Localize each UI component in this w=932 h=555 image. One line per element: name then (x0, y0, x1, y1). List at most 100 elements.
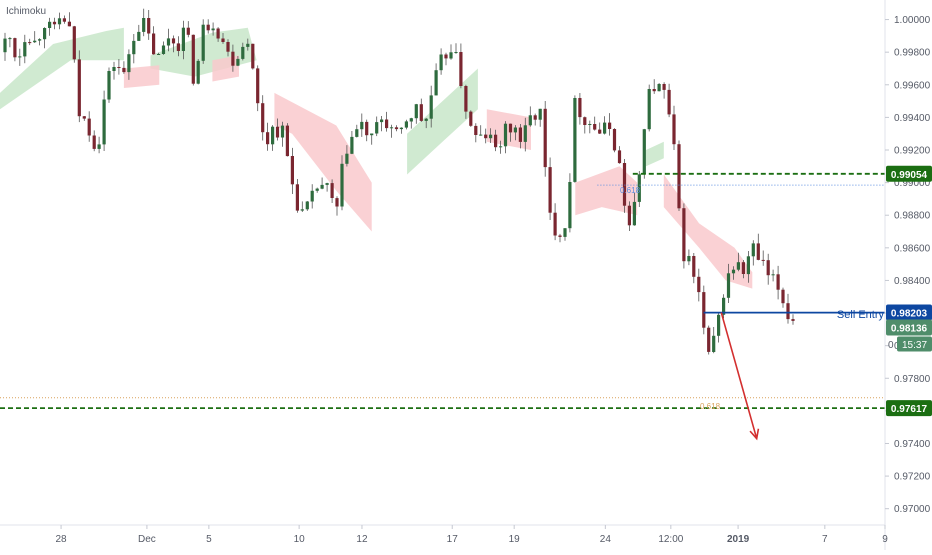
candle-body-19 (97, 144, 101, 149)
candle-body-120 (598, 129, 602, 134)
candle-body-41 (206, 24, 210, 31)
candle-body-126 (627, 205, 631, 226)
candle-body-27 (137, 31, 141, 41)
candle-body-106 (528, 115, 532, 126)
candle-body-44 (221, 38, 225, 42)
candle-body-141 (702, 292, 706, 328)
candle-body-91 (454, 52, 458, 53)
candle-body-3 (18, 56, 22, 58)
indicator-label[interactable]: Ichimoku (6, 6, 46, 17)
candle-body-104 (518, 127, 522, 142)
candle-body-129 (642, 129, 646, 175)
candle-body-116 (578, 98, 582, 118)
candle-body-62 (310, 190, 314, 202)
candle-body-138 (687, 256, 691, 262)
candle-body-111 (553, 212, 557, 236)
sell-price-tag: 0.98203 (891, 309, 928, 320)
time-tick-label-4: 12 (356, 534, 368, 545)
candle-body-53 (266, 132, 270, 145)
candle-body-15 (77, 59, 81, 117)
candle-body-85 (424, 118, 428, 121)
candle-body-90 (449, 52, 453, 59)
price-tick-label-4: 0.99200 (894, 146, 931, 157)
time-tick-label-0: 28 (56, 534, 68, 545)
candle-body-16 (82, 116, 86, 119)
candle-body-110 (548, 167, 552, 213)
candle-body-0 (3, 38, 7, 53)
candle-body-92 (459, 52, 463, 86)
candle-body-101 (503, 123, 508, 147)
candle-body-119 (593, 124, 597, 130)
candle-body-64 (320, 184, 324, 189)
time-tick-label-11: 9 (882, 534, 888, 545)
candle-body-57 (285, 125, 289, 157)
candle-body-51 (256, 68, 260, 104)
price-tick-label-11: 0.97800 (894, 374, 931, 385)
candle-body-108 (538, 108, 542, 120)
candle-body-8 (43, 28, 47, 40)
candle-body-5 (28, 42, 32, 44)
cloud-bull-0 (0, 27, 124, 110)
candle-body-37 (186, 27, 190, 35)
candle-body-148 (736, 262, 740, 270)
candle-body-43 (216, 28, 220, 39)
candle-body-154 (766, 260, 770, 276)
time-axis[interactable]: 28 Dec 5 10 12 17 19 24 12:00 2019 7 9 (56, 525, 889, 545)
horizontal-levels (0, 172, 885, 410)
time-tick-label-10: 7 (822, 534, 828, 545)
candle-body-100 (499, 146, 503, 148)
candle-body-33 (166, 38, 171, 46)
candle-body-66 (330, 183, 334, 198)
price-tick-label-2: 0.99600 (894, 80, 931, 91)
candle-body-21 (107, 71, 111, 100)
candle-body-23 (117, 67, 121, 68)
candle-body-48 (241, 46, 245, 59)
candle-body-73 (365, 121, 369, 136)
candle-body-45 (226, 42, 230, 52)
candle-body-105 (523, 125, 527, 142)
candle-body-70 (350, 136, 354, 154)
candle-body-24 (122, 67, 126, 73)
candle-body-96 (479, 134, 483, 136)
resistance-price-tag: 0.99054 (891, 170, 928, 181)
candle-body-102 (508, 123, 513, 133)
candle-body-47 (236, 58, 240, 66)
candle-body-137 (682, 208, 686, 262)
candle-body-59 (295, 184, 299, 211)
candle-body-103 (513, 127, 517, 133)
current-price-tag-bg (886, 319, 932, 336)
time-tick-label-8: 12:00 (658, 534, 683, 545)
candle-body-46 (231, 51, 235, 66)
candle-body-6 (33, 40, 37, 43)
candle-body-39 (196, 60, 200, 84)
cloud-bear-0 (123, 65, 160, 88)
arrow-shaft (720, 312, 758, 439)
candle-body-17 (87, 118, 91, 136)
fib-level-label-top: 0.618 (620, 186, 641, 195)
candlestick-series (3, 8, 795, 355)
candle-body-87 (434, 70, 438, 96)
time-tick-label-2: 5 (206, 534, 212, 545)
candle-body-72 (360, 121, 364, 130)
candle-body-18 (92, 135, 96, 149)
price-tick-label-3: 0.99400 (894, 113, 931, 124)
candle-body-151 (751, 243, 755, 257)
candle-body-77 (385, 119, 389, 129)
candle-body-1 (8, 38, 12, 40)
price-tick-label-13: 0.97400 (894, 439, 931, 450)
candle-body-34 (171, 38, 176, 44)
candle-body-42 (211, 28, 215, 31)
arrow-head (749, 428, 760, 441)
candle-body-130 (647, 89, 651, 130)
price-tick-label-0: 1.00000 (894, 15, 931, 26)
cloud-bear-4 (575, 166, 638, 216)
candle-body-150 (746, 256, 750, 275)
time-tick-label-7: 24 (600, 534, 612, 545)
candle-body-133 (662, 84, 666, 90)
support-price-tag: 0.97617 (891, 404, 928, 415)
candle-body-68 (340, 163, 344, 207)
candle-body-121 (603, 122, 607, 134)
cloud-bear-5 (663, 174, 753, 289)
